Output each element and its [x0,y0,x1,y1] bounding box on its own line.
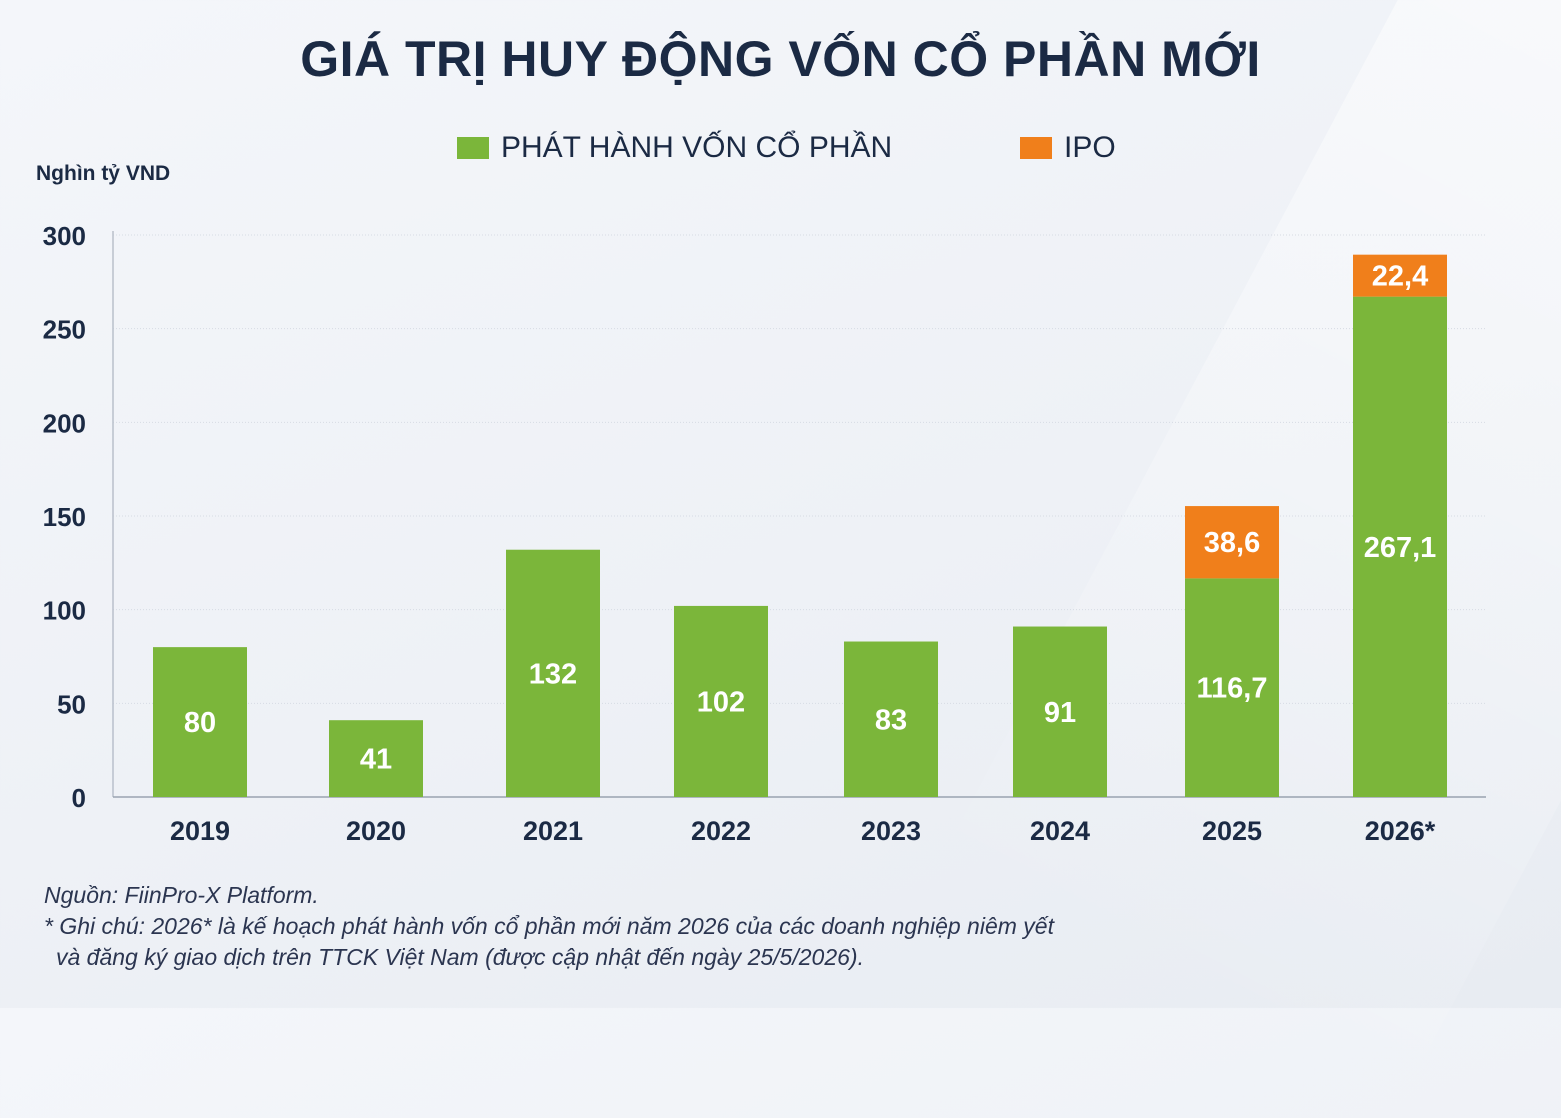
y-tick-label: 0 [72,783,86,813]
legend-label-ipo: IPO [1064,131,1116,164]
bar-segment-equity [1185,578,1279,797]
chart-title: GIÁ TRỊ HUY ĐỘNG VỐN CỔ PHẦN MỚI [300,31,1261,87]
y-tick-label: 300 [43,221,86,251]
y-tick-label: 150 [43,502,86,532]
legend: PHÁT HÀNH VỐN CỔ PHẦN IPO [0,128,1561,168]
bar-segment-equity [153,647,247,797]
y-tick-label: 250 [43,315,86,345]
bar-value-label: 102 [697,686,745,718]
bar-value-label: 267,1 [1364,532,1437,564]
x-tick-label: 2020 [346,816,406,846]
bar-segment-equity [1353,296,1447,797]
y-tick-label: 200 [43,408,86,438]
y-axis-unit-label: Nghìn tỷ VND [36,162,171,185]
x-tick-label: 2022 [691,816,751,846]
x-tick-label: 2025 [1202,816,1262,846]
bar-value-label: 22,4 [1372,261,1428,293]
bar-chart: 0 50 100 150 200 250 300 80 2019 41 2020 132 2021 102… [43,221,1486,846]
x-tick-label: 2026* [1365,816,1436,846]
x-tick-label: 2023 [861,816,921,846]
legend-label-equity: PHÁT HÀNH VỐN CỔ PHẦN [501,131,893,164]
bar-segment-equity [329,720,423,797]
x-tick-label: 2019 [170,816,230,846]
legend-swatch-equity [457,137,489,159]
bar-value-label: 83 [875,704,907,736]
bar-value-label: 41 [360,744,392,776]
x-tick-label: 2021 [523,816,583,846]
bar-segment-ipo [1353,254,1447,297]
bar-segment-ipo [1185,506,1279,579]
legend-item-ipo: IPO [1020,128,1116,168]
bar-segment-equity [1013,626,1107,797]
bar-value-label: 132 [529,658,577,690]
bar-segment-equity [844,641,938,797]
legend-swatch-ipo [1020,137,1052,159]
y-tick-label: 50 [57,689,86,719]
footnotes: Nguồn: FiinPro-X Platform. * Ghi chú: 20… [44,880,1054,973]
source-note: Nguồn: FiinPro-X Platform. [44,882,319,908]
bar-value-label: 116,7 [1197,673,1268,705]
footnote-line-2: và đăng ký giao dịch trên TTCK Việt Nam … [56,944,864,970]
x-tick-label: 2024 [1030,816,1090,846]
bar-segment-equity [506,549,600,797]
bar-value-label: 80 [184,707,216,739]
legend-item-equity: PHÁT HÀNH VỐN CỔ PHẦN [457,128,892,168]
y-tick-label: 100 [43,596,86,626]
bar-value-label: 38,6 [1204,527,1260,559]
footnote-line-1: * Ghi chú: 2026* là kế hoạch phát hành v… [44,913,1054,939]
bar-segment-equity [674,605,768,797]
bar-value-label: 91 [1044,697,1076,729]
